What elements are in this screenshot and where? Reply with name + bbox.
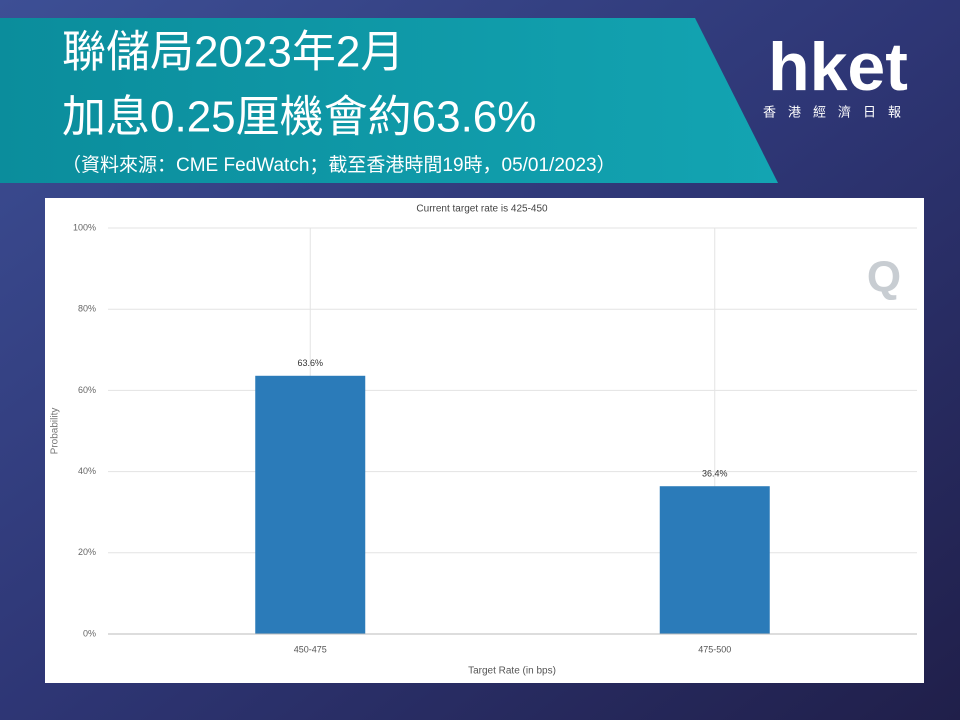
title-banner	[0, 18, 778, 183]
chart-panel	[45, 198, 924, 683]
y-tick-label: 20%	[78, 547, 96, 557]
chart-title: Current target rate is 425-450	[416, 204, 548, 215]
data-label: 36.4%	[702, 469, 728, 479]
bar	[255, 375, 366, 634]
x-axis-label: Target Rate (in bps)	[468, 666, 556, 677]
y-tick-label: 0%	[83, 628, 96, 638]
bar	[659, 486, 770, 634]
x-tick-label: 475-500	[698, 644, 731, 654]
data-label: 63.6%	[297, 358, 323, 368]
title-line: 聯儲局2023年2月	[62, 28, 404, 77]
source-note: （資料來源：CME FedWatch；截至香港時間19時，05/01/2023）	[62, 154, 616, 176]
y-tick-label: 80%	[78, 304, 96, 314]
logo-tagline: 香港經濟日報	[763, 104, 913, 119]
watermark: Q	[867, 253, 901, 302]
y-axis-label: Probability	[50, 408, 61, 455]
y-tick-label: 40%	[78, 466, 96, 476]
logo-brand: hket	[768, 29, 908, 105]
y-tick-label: 60%	[78, 385, 96, 395]
title-line: 加息0.25厘機會約63.6%	[62, 93, 536, 142]
y-tick-label: 100%	[73, 222, 96, 232]
x-tick-label: 450-475	[294, 644, 327, 654]
